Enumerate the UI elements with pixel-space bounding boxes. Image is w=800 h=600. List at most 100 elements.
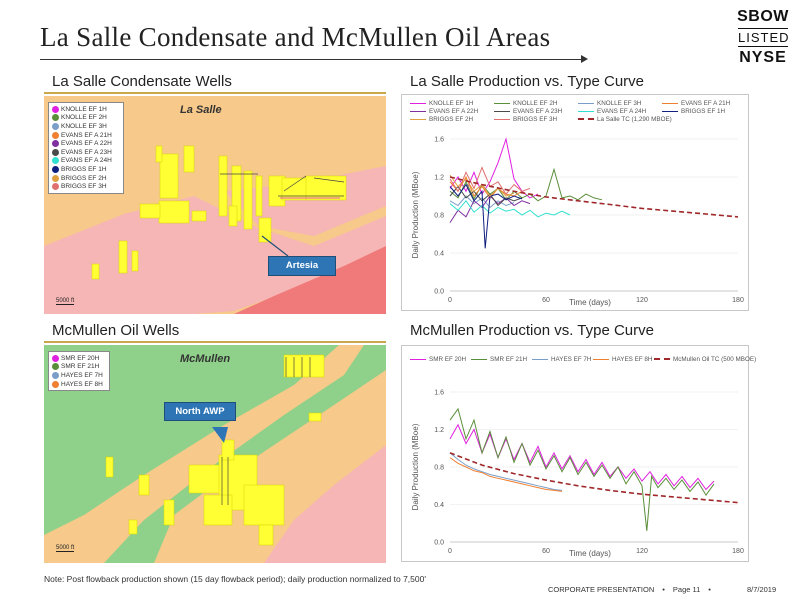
y-tick-label: 0.4 [434,251,444,258]
lasalle-scale-bar: 5000 ft [56,298,75,305]
mcmullen-area-label: McMullen [180,353,231,365]
y-tick-label: 1.6 [434,137,444,144]
legend-dot-icon [52,148,59,156]
legend-dot-icon [52,122,59,130]
legend-label: HAYES EF 7H [61,371,103,379]
legend-label: HAYES EF 8H [612,355,653,363]
mcmullen-map-rule [44,341,386,343]
legend-label: EVANS EF A 22H [429,107,479,115]
series-line [449,452,563,491]
legend-label: BRIGGS EF 3H [61,183,107,191]
map-legend-item: EVANS EF A 24H [52,157,120,166]
page-title: La Salle Condensate and McMullen Oil Are… [40,22,551,52]
lasalle-map-legend: KNOLLE EF 1H KNOLLE EF 2H KNOLLE EF 3H EVAN… [48,102,124,194]
footer-separator: • [662,585,665,594]
x-tick-label: 60 [542,297,550,304]
series-line [449,457,563,492]
chart-legend-item: EVANS EF A 24H [578,107,662,115]
mcmullen-map: SMR EF 20H SMR EF 21H HAYES EF 7H HAYES EF … [44,345,386,563]
map-legend-item: KNOLLE EF 1H [52,105,120,114]
mcmullen-map-title: McMullen Oil Wells [52,322,180,339]
x-axis-label: Time (days) [569,549,611,558]
map-legend-item: BRIGGS EF 1H [52,165,120,174]
y-tick-label: 0.4 [434,502,444,509]
legend-swatch-icon [410,110,426,112]
legend-label: EVANS EF A 21H [681,99,731,107]
legend-dot-icon [52,165,59,173]
map-legend-item: KNOLLE EF 2H [52,114,120,123]
legend-label: HAYES EF 8H [61,380,103,388]
legend-swatch-icon [662,102,678,104]
legend-swatch-icon [494,102,510,104]
y-tick-label: 1.2 [434,175,444,182]
mcmullen-scale-bar: 5000 ft [56,545,75,552]
legend-label: BRIGGS EF 3H [513,115,558,123]
legend-label: BRIGGS EF 2H [429,115,474,123]
footnote: Note: Post flowback production shown (15… [44,574,426,584]
chart-legend-item: BRIGGS EF 2H [410,115,494,123]
map-legend-item: BRIGGS EF 2H [52,174,120,183]
legend-swatch-icon [654,358,670,360]
legend-label: BRIGGS EF 2H [61,174,107,182]
legend-swatch-icon [494,118,510,120]
map-legend-item: EVANS EF A 22H [52,139,120,148]
chart-legend-item: EVANS EF A 21H [662,99,746,107]
chart-legend-item: KNOLLE EF 3H [578,99,662,107]
x-tick-label: 120 [636,548,648,555]
legend-label: KNOLLE EF 1H [61,105,107,113]
y-tick-label: 1.6 [434,390,444,397]
chart-legend-item: BRIGGS EF 3H [494,115,578,123]
legend-label: EVANS EF A 24H [61,157,112,165]
legend-label: SMR EF 21H [61,363,100,371]
legend-dot-icon [52,174,59,182]
map-legend-item: SMR EF 21H [52,363,106,372]
footer-page-number: Page 11 [672,585,701,594]
series-line [449,183,523,249]
series-line [449,199,571,218]
x-tick-label: 180 [732,548,744,555]
chart-legend-item: EVANS EF A 23H [494,107,578,115]
legend-swatch-icon [494,110,510,112]
series-line [449,176,739,218]
legend-label: EVANS EF A 22H [61,140,112,148]
x-tick-label: 0 [448,297,452,304]
legend-swatch-icon [410,118,426,120]
logo-listed: LISTED [738,28,790,47]
x-tick-label: 60 [542,548,550,555]
chart-legend-item: McMullen Oil TC (500 MBOE) [654,355,756,363]
legend-label: KNOLLE EF 2H [513,99,558,107]
legend-dot-icon [52,140,59,148]
series-line [449,185,523,207]
x-axis-label: Time (days) [569,298,611,307]
chart-legend-item: SMR EF 20H [410,355,471,363]
chart-legend-item: KNOLLE EF 2H [494,99,578,107]
legend-swatch-icon [410,358,426,360]
footer-separator: • [708,585,711,594]
lasalle-map-title: La Salle Condensate Wells [52,73,232,90]
mcmullen-map-graphic [44,345,386,563]
legend-swatch-icon [532,358,548,360]
legend-label: SMR EF 20H [429,355,467,363]
chart-legend-item: BRIGGS EF 1H [662,107,746,115]
lasalle-chart-title: La Salle Production vs. Type Curve [410,73,645,90]
legend-dot-icon [52,157,59,165]
y-tick-label: 0.8 [434,213,444,220]
legend-swatch-icon [593,358,609,360]
company-logo: SBOW LISTED NYSE [734,8,792,67]
map-legend-item: BRIGGS EF 3H [52,182,120,191]
footer-date: 8/7/2019 [746,585,777,594]
legend-dot-icon [52,183,59,191]
logo-exchange: NYSE [739,49,787,66]
mcmullen-map-legend: SMR EF 20H SMR EF 21H HAYES EF 7H HAYES EF … [48,351,110,392]
chart-legend-item: HAYES EF 8H [593,355,654,363]
legend-dot-icon [52,131,59,139]
legend-label: BRIGGS EF 1H [61,165,107,173]
y-tick-label: 0.0 [434,540,444,547]
legend-dot-icon [52,371,59,379]
legend-swatch-icon [662,110,678,112]
legend-label: La Salle TC (1,290 MBOE) [597,115,672,123]
mcmullen-chart-legend: SMR EF 20H SMR EF 21H HAYES EF 7H HAYES EF … [410,355,756,363]
mcmullen-chart-title: McMullen Production vs. Type Curve [410,322,654,339]
lasalle-map-rule [44,92,386,94]
mcmullen-chart-svg: 0.0 0.4 0.8 1.2 1.6 0 60 120 180 Time (days) Daily… [411,390,744,559]
